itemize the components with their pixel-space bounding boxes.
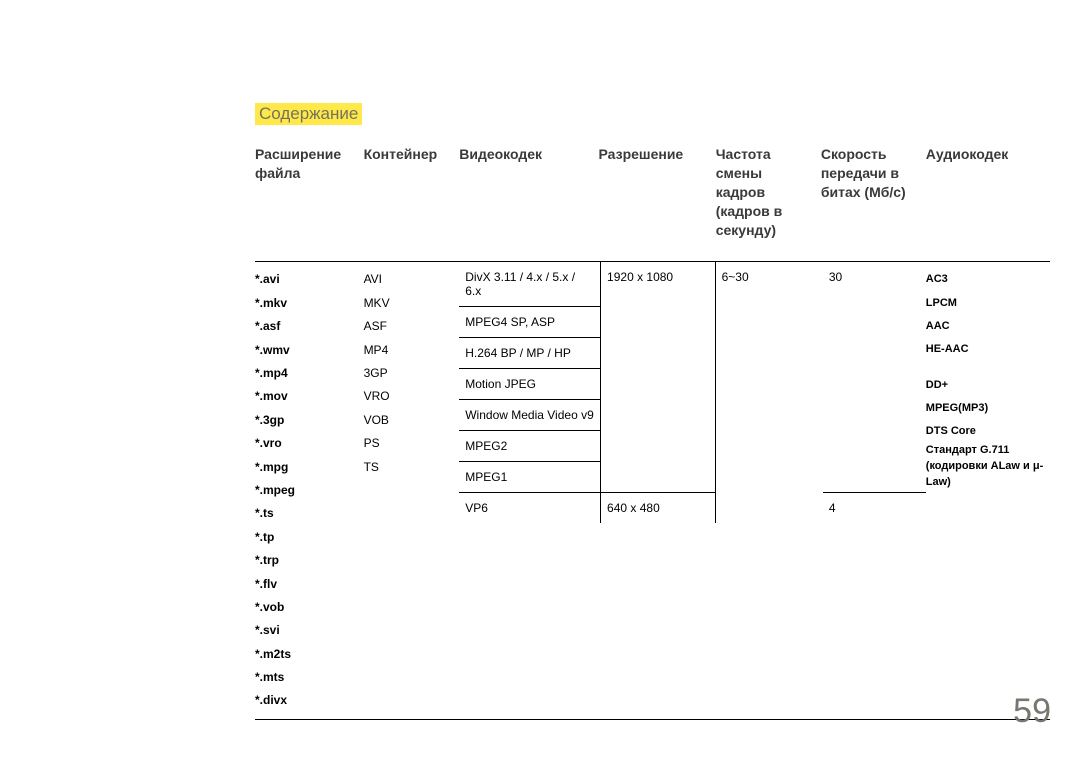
cell-vcodec: Motion JPEG [459, 369, 600, 400]
cell-res: 1920 x 1080 [601, 262, 716, 493]
list-item: *.mp4 [255, 362, 358, 385]
list-item: MKV [364, 292, 454, 315]
cell-vcodec: MPEG1 [459, 462, 600, 493]
codec-table-wrap: Расширение файла Контейнер Видеокодек Ра… [255, 139, 1050, 720]
table-row: DivX 3.11 / 4.x / 5.x / 6.x 1920 x 1080 … [459, 262, 926, 307]
list-item: *.mkv [255, 292, 358, 315]
list-item: *.vob [255, 596, 358, 619]
toc-label[interactable]: Содержание [255, 103, 362, 125]
list-item: *.svi [255, 619, 358, 642]
list-item: DTS Core [926, 420, 1044, 443]
list-item: *.vro [255, 432, 358, 455]
th-vcodec: Видеокодек [459, 139, 598, 262]
th-resolution: Разрешение [599, 139, 716, 262]
th-fps: Частота смены кадров (кадров в секунду) [716, 139, 821, 262]
list-item: DD+ [926, 374, 1044, 397]
cell-vcodec: DivX 3.11 / 4.x / 5.x / 6.x [459, 262, 600, 307]
list-item: MPEG(MP3) [926, 397, 1044, 420]
list-item: VRO [364, 385, 454, 408]
table-row: VP6 640 x 480 4 [459, 493, 926, 524]
list-item: AAC [926, 315, 1044, 338]
cell-vcodec: Window Media Video v9 [459, 400, 600, 431]
list-item: *.mpeg [255, 479, 358, 502]
list-item: 3GP [364, 362, 454, 385]
table-row: *.avi *.mkv *.asf *.wmv *.mp4 *.mov *.3g… [255, 262, 1050, 719]
list-item: *.m2ts [255, 643, 358, 666]
list-item: *.trp [255, 549, 358, 572]
containers-list: AVI MKV ASF MP4 3GP VRO VOB PS TS [364, 268, 454, 479]
cell-extensions: *.avi *.mkv *.asf *.wmv *.mp4 *.mov *.3g… [255, 262, 364, 719]
list-item: *.tp [255, 526, 358, 549]
cell-vcodec: VP6 [459, 493, 600, 524]
list-item: AC3 [926, 268, 1044, 291]
th-acodec: Аудиокодек [926, 139, 1050, 262]
cell-vcodec: H.264 BP / MP / HP [459, 338, 600, 369]
cell-bitrate: 30 [823, 262, 926, 493]
cell-bitrate: 4 [823, 493, 926, 524]
extensions-list: *.avi *.mkv *.asf *.wmv *.mp4 *.mov *.3g… [255, 268, 358, 712]
th-container: Контейнер [364, 139, 460, 262]
list-item: *.avi [255, 268, 358, 291]
list-item: MP4 [364, 339, 454, 362]
th-extension: Расширение файла [255, 139, 364, 262]
list-item: LPCM [926, 292, 1044, 315]
list-item: AVI [364, 268, 454, 291]
cell-vcodec: MPEG2 [459, 431, 600, 462]
list-item: TS [364, 456, 454, 479]
th-bitrate: Скорость передачи в битах (Мб/с) [821, 139, 926, 262]
list-item: Стандарт G.711 (кодировки ALaw и μ-Law) [926, 443, 1044, 491]
list-item: VOB [364, 409, 454, 432]
list-item: *.mpg [255, 456, 358, 479]
list-item: *.mts [255, 666, 358, 689]
list-item: *.wmv [255, 339, 358, 362]
spacer [926, 361, 1044, 374]
inner-table: DivX 3.11 / 4.x / 5.x / 6.x 1920 x 1080 … [459, 262, 926, 523]
cell-containers: AVI MKV ASF MP4 3GP VRO VOB PS TS [364, 262, 460, 719]
cell-vcodec: MPEG4 SP, ASP [459, 307, 600, 338]
cell-acodecs: AC3 LPCM AAC HE-AAC DD+ MPEG(MP3) DTS Co… [926, 262, 1050, 719]
table-header-row: Расширение файла Контейнер Видеокодек Ра… [255, 139, 1050, 262]
list-item: *.flv [255, 573, 358, 596]
list-item: *.asf [255, 315, 358, 338]
cell-fps: 6~30 [715, 262, 823, 523]
list-item: *.ts [255, 502, 358, 525]
codec-table: Расширение файла Контейнер Видеокодек Ра… [255, 139, 1050, 720]
audio-list: AC3 LPCM AAC HE-AAC DD+ MPEG(MP3) DTS Co… [926, 268, 1044, 490]
list-item: *.mov [255, 385, 358, 408]
list-item: ASF [364, 315, 454, 338]
cell-res: 640 x 480 [601, 493, 716, 524]
cell-inner-wrap: DivX 3.11 / 4.x / 5.x / 6.x 1920 x 1080 … [459, 262, 926, 719]
list-item: *.3gp [255, 409, 358, 432]
page-number: 59 [1013, 692, 1051, 731]
list-item: PS [364, 432, 454, 455]
list-item: *.divx [255, 689, 358, 712]
list-item: HE-AAC [926, 338, 1044, 361]
